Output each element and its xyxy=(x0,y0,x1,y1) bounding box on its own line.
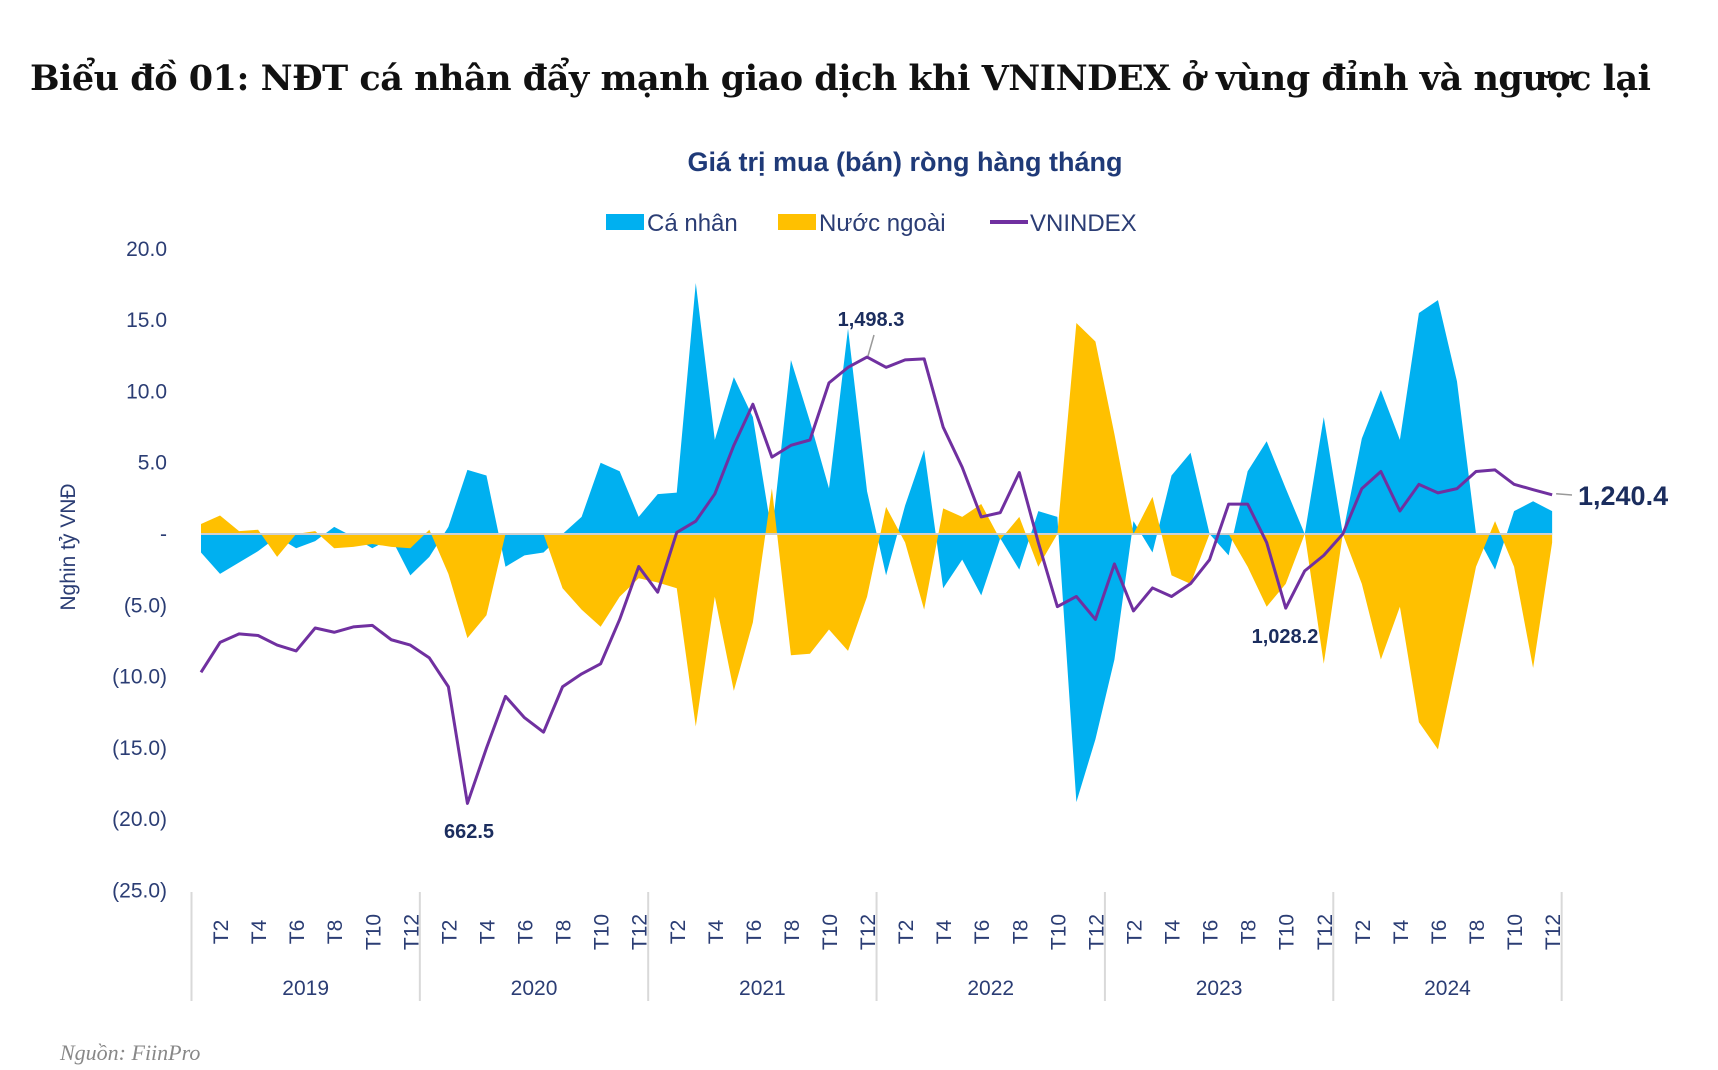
area-ca-nhan xyxy=(201,283,1553,803)
month-label: T10 xyxy=(1504,914,1527,950)
month-label: T12 xyxy=(1314,914,1337,950)
month-label: T10 xyxy=(1047,914,1070,950)
month-label: T4 xyxy=(476,919,499,944)
y-tick-label: 20.0 xyxy=(126,238,167,261)
leader-line xyxy=(1556,493,1573,496)
month-label: T2 xyxy=(1123,920,1146,945)
y-tick-label: (15.0) xyxy=(112,737,167,760)
y-tick-label: (25.0) xyxy=(112,880,167,903)
source-note: Nguồn: FiinPro xyxy=(60,1040,201,1065)
month-label: T2 xyxy=(210,920,233,945)
year-label: 2021 xyxy=(739,977,786,1000)
y-tick-label: 10.0 xyxy=(126,380,167,403)
year-label: 2023 xyxy=(1196,977,1243,1000)
legend-label-nuoc-ngoai: Nước ngoài xyxy=(819,210,946,237)
data-label: 662.5 xyxy=(444,821,494,843)
month-label: T6 xyxy=(286,920,309,945)
month-label: T12 xyxy=(857,914,880,950)
month-label: T8 xyxy=(781,920,804,945)
month-label: T6 xyxy=(1428,920,1451,945)
month-label: T12 xyxy=(400,914,423,950)
legend: Cá nhân Nước ngoài VNINDEX xyxy=(606,210,1137,237)
month-label: T2 xyxy=(1352,920,1375,945)
month-label: T6 xyxy=(1200,920,1223,945)
month-label: T12 xyxy=(1542,914,1565,950)
y-tick-label: 5.0 xyxy=(138,452,167,475)
month-label: T8 xyxy=(1009,920,1032,945)
month-label: T6 xyxy=(743,920,766,945)
year-label: 2019 xyxy=(282,977,329,1000)
y-tick-label: - xyxy=(160,523,167,546)
month-label: T2 xyxy=(667,920,690,945)
month-label: T4 xyxy=(1162,919,1185,944)
month-label: T6 xyxy=(971,920,994,945)
month-label: T4 xyxy=(705,919,728,944)
y-axis-title: Nghin tỷ VNĐ xyxy=(57,483,80,610)
month-label: T6 xyxy=(515,920,538,945)
y-tick-label: (10.0) xyxy=(112,666,167,689)
month-label: T12 xyxy=(1085,914,1108,950)
data-label: 1,498.3 xyxy=(838,309,905,331)
data-label: 1,240.4 xyxy=(1578,481,1668,511)
year-label: 2020 xyxy=(511,977,558,1000)
month-label: T10 xyxy=(591,914,614,950)
legend-swatch-nuoc-ngoai xyxy=(778,214,816,230)
month-label: T4 xyxy=(248,919,271,944)
y-tick-label: (20.0) xyxy=(112,808,167,831)
leader-line xyxy=(867,334,875,357)
page-title: Biểu đồ 01: NĐT cá nhân đẩy mạnh giao dị… xyxy=(30,58,1651,99)
month-label: T12 xyxy=(629,914,652,950)
month-label: T8 xyxy=(1238,920,1261,945)
month-label: T4 xyxy=(1390,919,1413,944)
month-label: T8 xyxy=(324,920,347,945)
month-label: T2 xyxy=(895,920,918,945)
year-label: 2022 xyxy=(967,977,1014,1000)
month-label: T10 xyxy=(819,914,842,950)
legend-swatch-ca-nhan xyxy=(606,214,644,230)
x-axis: 2019 T2 T4 T6 T8 T10 T12 2020 T2 T4 T6 T8 T10 T12 2021… xyxy=(190,892,1565,1001)
year-label: 2024 xyxy=(1424,977,1471,1000)
month-label: T10 xyxy=(1276,914,1299,950)
line-vnindex xyxy=(199,355,1553,805)
y-tick-label: (5.0) xyxy=(124,594,167,617)
area-nuoc-ngoai xyxy=(201,322,1553,750)
legend-label-ca-nhan: Cá nhân xyxy=(647,210,738,237)
annotations: 662.5 1,498.3 1,028.2 1,240.4 xyxy=(444,309,1668,843)
y-tick-label: 15.0 xyxy=(126,309,167,332)
month-label: T2 xyxy=(438,920,461,945)
month-label: T4 xyxy=(933,919,956,944)
month-label: T8 xyxy=(553,920,576,945)
y-axis: 20.0 15.0 10.0 5.0 - (5.0) (10.0) (15.0) (20.0) (… xyxy=(112,238,167,903)
data-label: 1,028.2 xyxy=(1252,626,1319,648)
month-label: T10 xyxy=(362,914,385,950)
month-label: T8 xyxy=(1466,920,1489,945)
legend-label-vnindex: VNINDEX xyxy=(1030,210,1137,237)
chart-title: Giá trị mua (bán) ròng hàng tháng xyxy=(688,147,1123,177)
plot-area xyxy=(199,283,1553,805)
